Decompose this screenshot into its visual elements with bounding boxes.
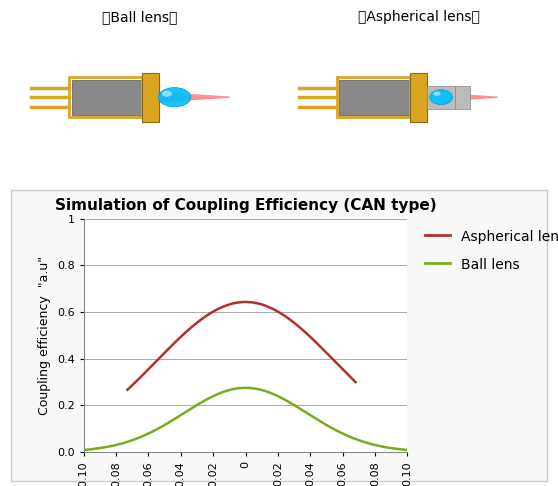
Ellipse shape [433, 91, 441, 96]
Bar [69, 77, 142, 117]
Bar [410, 73, 427, 122]
Ellipse shape [158, 87, 191, 107]
Bar [455, 86, 470, 108]
Polygon shape [427, 92, 498, 103]
Bar [427, 86, 455, 108]
Text: 【Aspherical lens】: 【Aspherical lens】 [358, 10, 479, 24]
Title: Simulation of Coupling Efficiency (CAN type): Simulation of Coupling Efficiency (CAN t… [55, 198, 436, 213]
Ellipse shape [162, 90, 172, 97]
Ellipse shape [430, 90, 453, 104]
Y-axis label: Coupling efficiency  "a.u": Coupling efficiency "a.u" [39, 256, 51, 415]
Text: 【Ball lens】: 【Ball lens】 [102, 10, 177, 24]
Polygon shape [160, 92, 230, 103]
Legend: Aspherical lens, Ball lens: Aspherical lens, Ball lens [421, 226, 558, 276]
Bar [71, 80, 142, 115]
Bar [339, 80, 410, 115]
Bar [337, 77, 410, 117]
Bar [142, 73, 160, 122]
